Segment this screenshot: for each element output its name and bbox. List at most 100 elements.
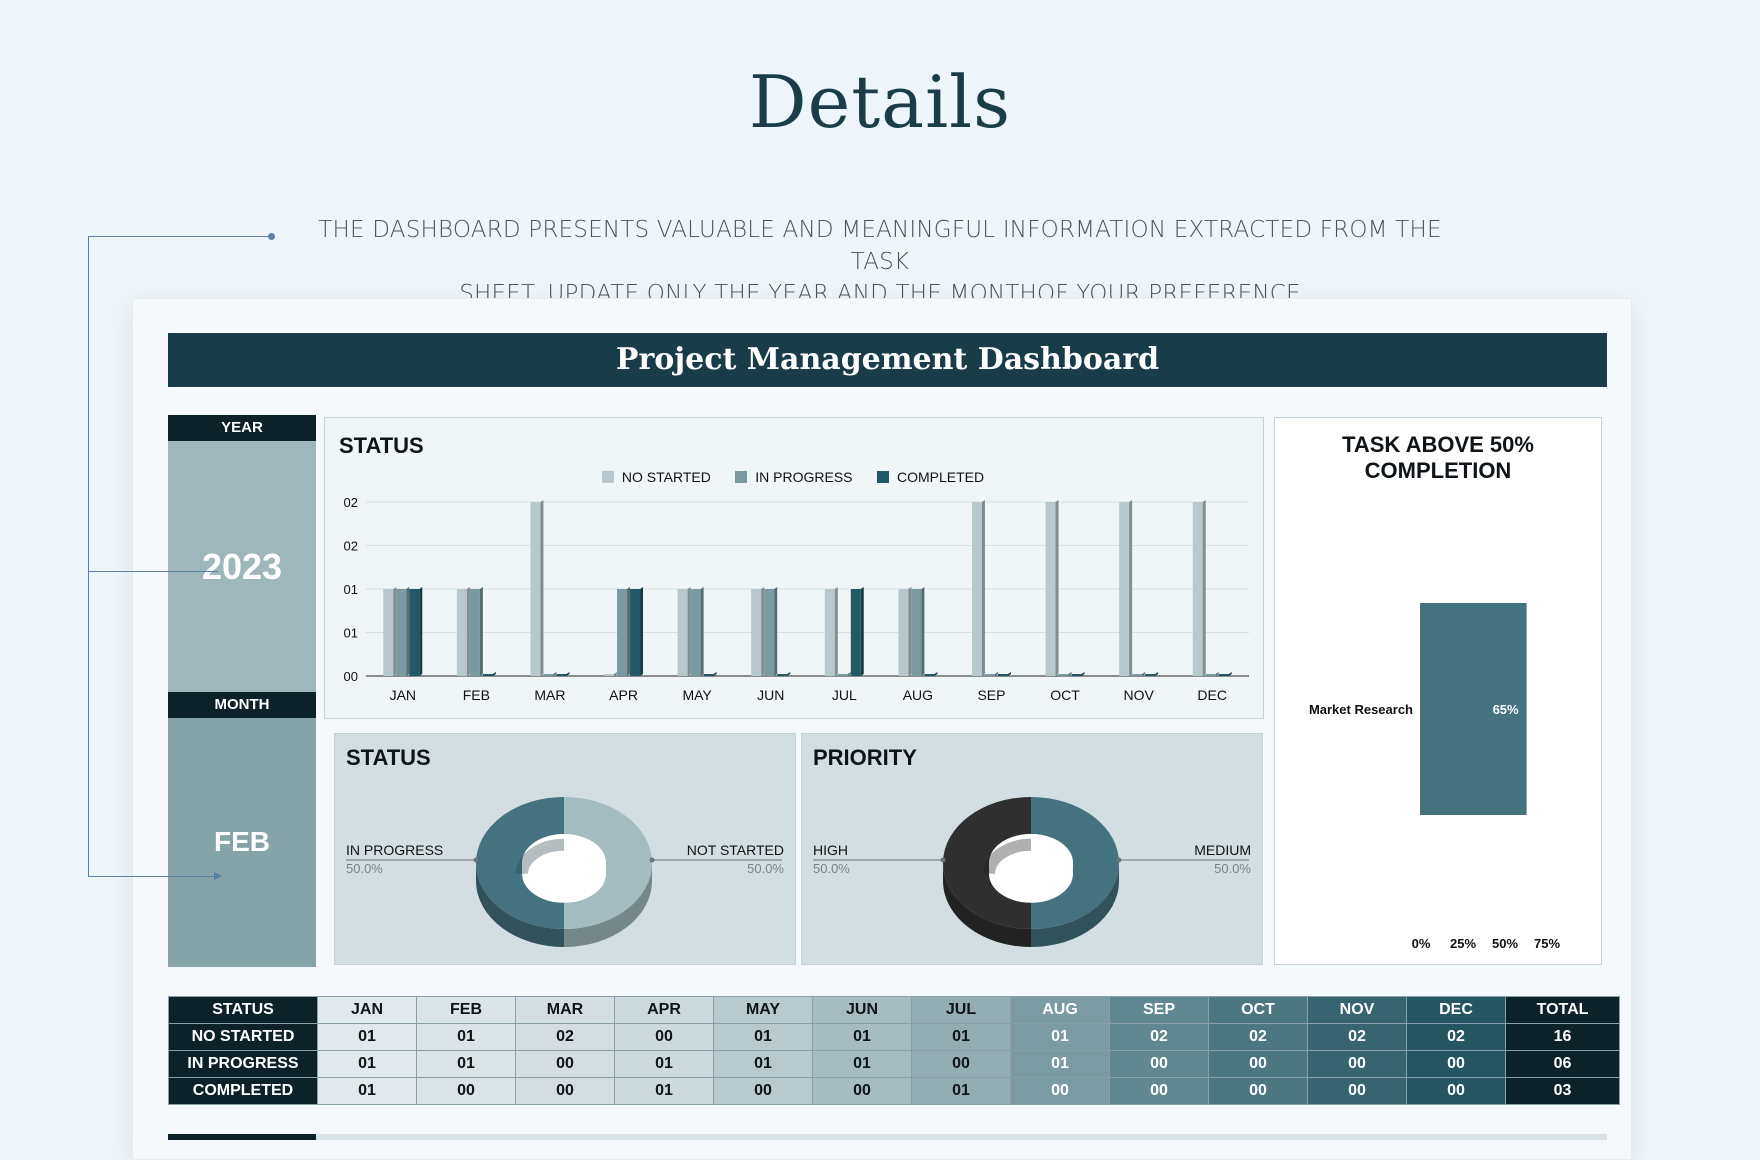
connector-top-dot: [268, 233, 275, 240]
status-donut-title: STATUS: [346, 745, 431, 770]
table-header-cell: MAY: [713, 996, 813, 1024]
month-value[interactable]: FEB: [214, 826, 270, 857]
legend-swatch: [735, 471, 748, 483]
leader-dot: [940, 857, 946, 863]
table-cell: 00: [713, 1077, 813, 1105]
table-cell: 00: [911, 1050, 1011, 1078]
connector-top: [88, 236, 272, 237]
status-bar-title: STATUS: [339, 433, 424, 458]
bar-no-started: [898, 589, 909, 676]
year-selector[interactable]: [168, 441, 316, 692]
bar-in-progress: [543, 674, 554, 676]
donut-hole-shadow: [516, 838, 565, 875]
bar-completed: [850, 589, 861, 676]
table-cell: 00: [1109, 1077, 1209, 1105]
donut-wall-left: [943, 863, 1031, 947]
table-cell: 01: [1010, 1050, 1110, 1078]
x-tick-label: 75%: [1534, 936, 1560, 951]
priority-donut-title: PRIORITY: [813, 745, 917, 770]
bar-in-progress: [617, 589, 628, 676]
legend-label: COMPLETED: [896, 469, 985, 485]
task-completion-title: TASK ABOVE 50% COMPLETION: [1342, 432, 1534, 483]
x-tick-label: JUN: [757, 687, 784, 703]
bar-completed: [482, 674, 493, 676]
table-row: COMPLETED 01 00 00 01 00 00 01 00 00 00 00 00 03: [168, 1077, 1620, 1105]
table-cell: 06: [1505, 1050, 1620, 1078]
donut-wall-left: [476, 863, 564, 947]
leader-dot: [649, 857, 655, 863]
bar-side: [479, 587, 483, 676]
connector-vertical: [88, 236, 89, 876]
x-tick-label: 50%: [1492, 936, 1518, 951]
x-tick-label: AUG: [903, 687, 933, 703]
table-cell: 00: [416, 1077, 516, 1105]
donut-label-not-started: NOT STARTED: [686, 842, 784, 858]
table-cell: 01: [416, 1050, 516, 1078]
table-cell: IN PROGRESS: [168, 1050, 318, 1078]
table-cell: 00: [515, 1050, 615, 1078]
legend-in-progress: IN PROGRESS: [735, 469, 853, 485]
completion-bar-category: Market Research: [1309, 702, 1413, 717]
table-cell: 01: [812, 1050, 912, 1078]
donut-wall-right: [564, 863, 652, 947]
bar-in-progress: [469, 589, 480, 676]
legend-completed: COMPLETED: [876, 469, 985, 485]
donut-pct-not-started: 50.0%: [747, 861, 784, 876]
bar-no-started: [530, 502, 541, 676]
table-cell: 01: [614, 1050, 714, 1078]
y-tick-label: 00: [344, 669, 358, 684]
bar-side: [1142, 672, 1146, 676]
bar-side: [774, 587, 778, 676]
bar-no-started: [677, 589, 688, 676]
x-tick-label: 25%: [1450, 936, 1476, 951]
bar-completed: [630, 589, 641, 676]
bar-side: [1202, 500, 1206, 676]
table-cell: 00: [1208, 1050, 1308, 1078]
bar-no-started: [971, 502, 982, 676]
bar-completed: [777, 674, 788, 676]
donut-pct-high: 50.0%: [813, 861, 850, 876]
table-row: IN PROGRESS 01 01 00 01 01 01 00 01 00 00 00 00 06: [168, 1050, 1620, 1078]
bar-side: [1129, 500, 1133, 676]
table-header-cell: JAN: [317, 996, 417, 1024]
donut-label-high: HIGH: [813, 842, 848, 858]
bar-side: [640, 587, 644, 676]
month-selector[interactable]: [168, 718, 316, 967]
table-cell: NO STARTED: [168, 1023, 318, 1051]
table-header-cell: AUG: [1010, 996, 1110, 1024]
table-header-cell: NOV: [1307, 996, 1407, 1024]
task-completion-chart: 65% Market Research 0% 25% 50% 75%: [1309, 603, 1560, 951]
year-value[interactable]: 2023: [201, 546, 283, 587]
bar-side: [1228, 672, 1232, 676]
bar-side: [847, 672, 851, 676]
donut-pct-in-progress: 50.0%: [346, 861, 383, 876]
bar-side: [466, 587, 470, 676]
status-table: STATUS JAN FEB MAR APR MAY JUN JUL AUG SEP OCT NOV D…: [168, 996, 1620, 1105]
legend-swatch: [876, 471, 889, 483]
x-tick-label: SEP: [977, 687, 1005, 703]
x-tick-label: MAR: [534, 687, 565, 703]
table-cell: 00: [1208, 1077, 1308, 1105]
bar-side: [614, 672, 618, 676]
table-cell: 01: [416, 1023, 516, 1051]
bar-side: [393, 587, 397, 676]
table-cell: 02: [1109, 1023, 1209, 1051]
table-cell: 02: [1208, 1023, 1308, 1051]
completion-bar: [1420, 603, 1527, 815]
bar-side: [834, 587, 838, 676]
bar-in-progress: [837, 674, 848, 676]
bar-in-progress: [396, 589, 407, 676]
bar-completed: [556, 674, 567, 676]
table-cell: 00: [1307, 1077, 1407, 1105]
table-cell: 00: [1406, 1077, 1506, 1105]
x-tick-label: APR: [609, 687, 638, 703]
bar-side: [540, 500, 544, 676]
page-description: THE DASHBOARD PRESENTS VALUABLE AND MEAN…: [300, 214, 1460, 310]
donut-label-medium: MEDIUM: [1194, 842, 1251, 858]
y-tick-label: 02: [344, 495, 358, 510]
x-tick-label: 0%: [1412, 936, 1431, 951]
donut-hole: [522, 844, 606, 903]
table-cell: 01: [1010, 1023, 1110, 1051]
x-tick-label: FEB: [463, 687, 490, 703]
y-tick-label: 01: [344, 582, 358, 597]
